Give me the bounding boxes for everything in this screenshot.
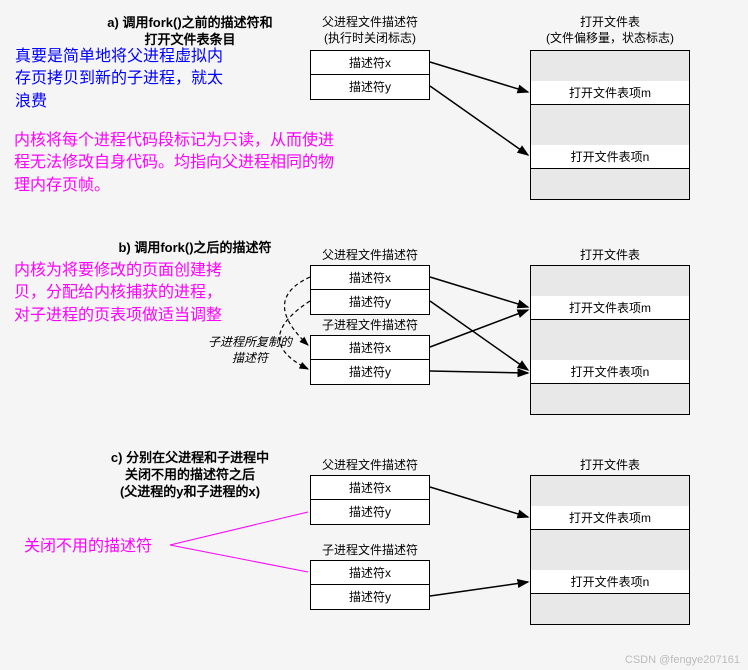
a-file-n: 打开文件表项n (531, 145, 689, 169)
a-file-m: 打开文件表项m (531, 81, 689, 105)
b-p-desc-x: 描述符x (311, 266, 429, 290)
a-desc-y: 描述符y (311, 75, 429, 99)
spacer (531, 476, 689, 506)
section-a-title-l2: 打开文件表条目 (144, 32, 235, 47)
section-c-file-table: 打开文件表项m 打开文件表项n (530, 475, 690, 625)
c-title-l2: 关闭不用的描述符之后 (125, 467, 255, 482)
annotation-b1: 内核为将要修改的页面创建拷贝，分配给内核捕获的进程，对子进程的页表项做适当调整 (14, 260, 229, 327)
c-p-desc-x: 描述符x (311, 476, 429, 500)
c-child-h: 子进程文件描述符 (322, 543, 418, 557)
annotation-a2: 内核将每个进程代码段标记为只读，从而使进程无法修改自身代码。均指向父进程相同的物… (14, 130, 344, 197)
section-b-title: b) 调用fork()之后的描述符 (95, 240, 295, 257)
section-b-child-desc: 描述符x 描述符y (310, 335, 430, 385)
c-file-m: 打开文件表项m (531, 506, 689, 530)
a-parent-h2: (执行时关闭标志) (324, 31, 416, 45)
c-title-l3: (父进程的y和子进程的x) (120, 484, 260, 499)
b-parent-h: 父进程文件描述符 (322, 248, 418, 262)
b-note1: 子进程所复制的 (208, 335, 292, 349)
b-file-n: 打开文件表项n (531, 360, 689, 384)
section-a-desc-table: 描述符x 描述符y (310, 50, 430, 100)
c-c-desc-x: 描述符x (311, 561, 429, 585)
a-file-h1: 打开文件表 (580, 15, 640, 29)
c-parent-h: 父进程文件描述符 (322, 458, 418, 472)
b-c-desc-y: 描述符y (311, 360, 429, 384)
b-title: b) 调用fork()之后的描述符 (118, 240, 271, 255)
section-b-parent-header: 父进程文件描述符 (300, 248, 440, 264)
section-a-title: a) 调用fork()之前的描述符和 打开文件表条目 (90, 15, 290, 49)
section-c-child-desc: 描述符x 描述符y (310, 560, 430, 610)
b-file-h: 打开文件表 (580, 248, 640, 262)
section-c-file-header: 打开文件表 (530, 458, 690, 474)
b-child-h: 子进程文件描述符 (322, 318, 418, 332)
section-b-file-header: 打开文件表 (530, 248, 690, 264)
section-b-child-header: 子进程文件描述符 (300, 318, 440, 334)
section-a-file-header: 打开文件表 (文件偏移量，状态标志) (510, 15, 710, 46)
watermark: CSDN @fengye207161 (625, 654, 740, 666)
spacer (531, 320, 689, 360)
section-a-file-table: 打开文件表项m 打开文件表项n (530, 50, 690, 200)
c-c-desc-y: 描述符y (311, 585, 429, 609)
section-b-file-table: 打开文件表项m 打开文件表项n (530, 265, 690, 415)
a-file-h2: (文件偏移量，状态标志) (546, 31, 674, 45)
spacer (531, 105, 689, 145)
annotation-a1: 真要是简单地将父进程虚拟内存页拷贝到新的子进程，就太浪费 (15, 46, 235, 113)
b-file-m: 打开文件表项m (531, 296, 689, 320)
section-c-parent-desc: 描述符x 描述符y (310, 475, 430, 525)
spacer (531, 169, 689, 199)
section-b-parent-desc: 描述符x 描述符y (310, 265, 430, 315)
a-parent-h1: 父进程文件描述符 (322, 15, 418, 29)
section-c-parent-header: 父进程文件描述符 (300, 458, 440, 474)
c-file-n: 打开文件表项n (531, 570, 689, 594)
section-b-child-note: 子进程所复制的 描述符 (195, 335, 305, 366)
b-p-desc-y: 描述符y (311, 290, 429, 314)
section-c-title: c) 分别在父进程和子进程中 关闭不用的描述符之后 (父进程的y和子进程的x) (90, 450, 290, 501)
annotation-c1: 关闭不用的描述符 (24, 536, 204, 558)
c-file-h: 打开文件表 (580, 458, 640, 472)
section-a-parent-header: 父进程文件描述符 (执行时关闭标志) (300, 15, 440, 46)
spacer (531, 594, 689, 624)
b-note2: 描述符 (232, 351, 268, 365)
spacer (531, 530, 689, 570)
section-a-title-l1: a) 调用fork()之前的描述符和 (107, 15, 272, 30)
spacer (531, 51, 689, 81)
spacer (531, 266, 689, 296)
c-p-desc-y: 描述符y (311, 500, 429, 524)
c-title-l1: c) 分别在父进程和子进程中 (111, 450, 269, 465)
section-c-child-header: 子进程文件描述符 (300, 543, 440, 559)
spacer (531, 384, 689, 414)
a-desc-x: 描述符x (311, 51, 429, 75)
b-c-desc-x: 描述符x (311, 336, 429, 360)
